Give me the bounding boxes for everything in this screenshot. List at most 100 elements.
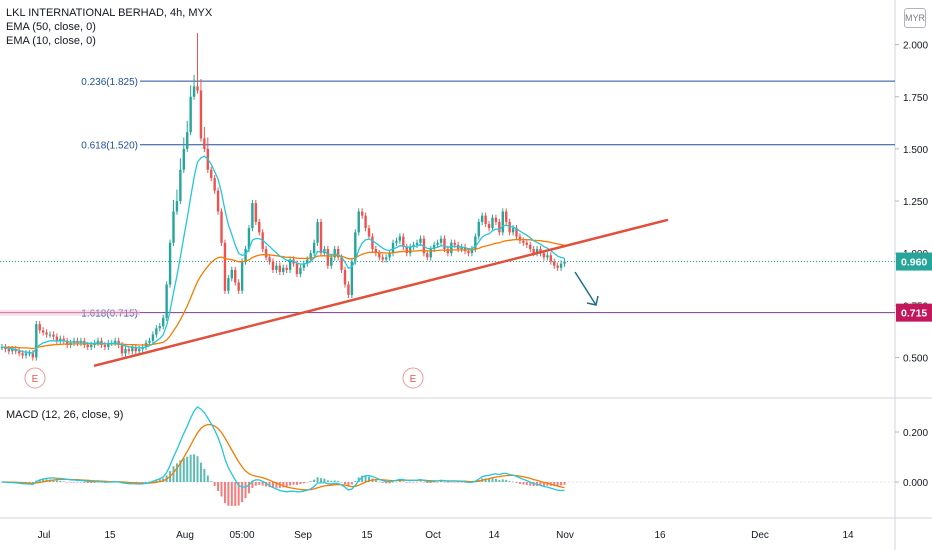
candle-body [361,211,363,215]
macd-histogram-bar [83,482,85,483]
macd-histogram-bar [406,482,408,483]
macd-histogram-bar [495,479,497,482]
candle-body [498,222,500,232]
macd-histogram-bar [516,482,518,483]
macd-histogram-bar [193,454,195,482]
candle-body [138,349,140,351]
candle-body [272,262,274,270]
candle-body [213,178,215,191]
macd-histogram-bar [197,456,199,482]
macd-histogram-bar [382,482,384,483]
fib-level-label: 0.236(1.825) [81,77,138,88]
macd-histogram-bar [73,482,75,483]
earnings-marker-label: E [32,374,39,385]
candle-body [529,245,531,249]
macd-histogram-bar [258,482,260,485]
macd-histogram-bar [409,482,411,483]
macd-histogram-bar [289,482,291,486]
candle-body [313,243,315,253]
candle-body [454,243,456,245]
macd-histogram-bar [224,482,226,503]
macd-histogram-bar [227,482,229,506]
chart-title: LKL INTERNATIONAL BERHAD, 4h, MYX [6,6,212,20]
candle-body [237,282,239,290]
candle-body [443,239,445,249]
macd-histogram-bar [327,480,329,482]
macd-histogram-bar [255,482,257,486]
candle-body [344,270,346,285]
candle-body [330,257,332,265]
time-tick-label: 05:00 [229,530,254,541]
macd-histogram-bar [221,482,223,496]
candle-body [385,257,387,259]
macd-histogram-bar [207,476,209,482]
macd-histogram-bar [512,482,514,483]
candle-body [18,351,20,353]
macd-histogram-bar [80,482,82,483]
candle-body [231,270,233,278]
macd-histogram-bar [344,482,346,484]
macd-histogram-bar [341,482,343,483]
macd-histogram-bar [392,482,394,483]
fib-level-label: 0.618(1.520) [81,141,138,152]
support-zone [0,310,140,316]
price-label-text: 0.960 [901,257,927,269]
time-tick-label: Jul [38,530,51,541]
macd-histogram-bar [522,482,524,485]
candle-body [183,149,185,170]
macd-histogram-bar [457,482,459,483]
candle-body [49,335,51,336]
candle-body [371,237,373,250]
candle-body [159,326,161,328]
ema50-legend[interactable]: EMA (50, close, 0) [6,20,96,34]
macd-histogram-bar [293,482,295,485]
macd-histogram-bar [313,480,315,482]
macd-legend[interactable]: MACD (12, 26, close, 9) [6,409,123,421]
macd-histogram-bar [241,482,243,502]
time-tick-label: Dec [751,530,769,541]
candle-body [478,222,480,237]
candle-body [275,266,277,270]
macd-histogram-bar [303,482,305,483]
macd-histogram-bar [299,482,301,484]
time-tick-label: 16 [654,530,666,541]
macd-histogram-bar [450,482,452,483]
candle-body [560,264,562,268]
macd-histogram-bar [509,481,511,482]
candle-body [378,253,380,257]
candle-body [395,241,397,243]
macd-histogram-bar [59,481,61,482]
candle-body [550,255,552,261]
macd-histogram-bar [70,482,72,483]
candle-body [320,222,322,253]
macd-histogram-bar [200,463,202,482]
macd-histogram-bar [498,480,500,482]
candle-body [179,170,181,201]
ema10-legend[interactable]: EMA (10, close, 0) [6,34,96,48]
candle-body [220,211,222,242]
candle-body [241,262,243,291]
candle-body [512,228,514,232]
macd-histogram-bar [526,482,528,485]
macd-histogram-bar [402,481,404,482]
candle-body [162,318,164,326]
macd-histogram-bar [323,479,325,482]
macd-histogram-bar [440,482,442,483]
candle-body [21,353,23,355]
candle-body [282,268,284,272]
candle-body [368,228,370,236]
candle-body [285,268,287,270]
currency-button[interactable]: MYR [904,8,926,28]
macd-histogram-bar [437,482,439,483]
macd-histogram-bar [447,482,449,483]
candle-body [358,211,360,232]
macd-histogram-bar [186,457,188,482]
candle-body [440,239,442,243]
candle-body [210,170,212,178]
candle-body [255,203,257,222]
macd-histogram-bar [296,482,298,485]
macd-histogram-bar [76,482,78,483]
candle-body [495,218,497,222]
